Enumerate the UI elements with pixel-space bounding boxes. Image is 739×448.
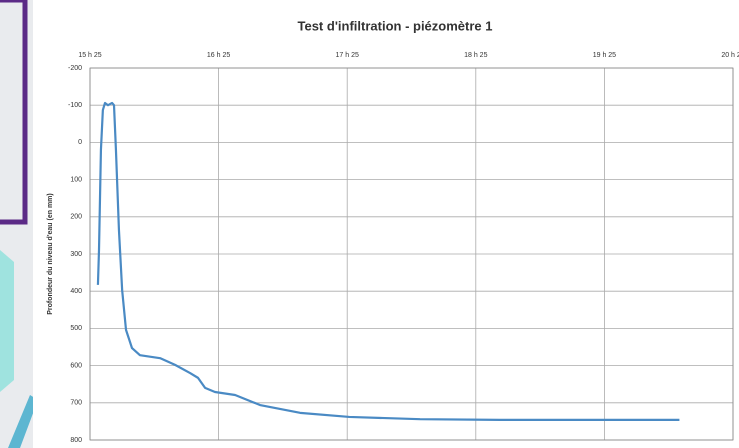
x-tick-label: 18 h 25: [464, 52, 487, 59]
decor-shape: [8, 395, 38, 448]
x-tick-label: 16 h 25: [207, 52, 230, 59]
x-tick-label: 19 h 25: [593, 52, 616, 59]
chart-area: [33, 0, 739, 448]
decor-frame: [0, 0, 28, 225]
x-tick-label: 17 h 25: [336, 52, 359, 59]
y-tick-label: 500: [70, 325, 82, 332]
y-tick-label: -100: [68, 102, 82, 109]
y-tick-label: 200: [70, 214, 82, 221]
y-tick-label: 100: [70, 176, 82, 183]
y-tick-label: 800: [70, 437, 82, 444]
data-line: [96, 101, 680, 422]
chart-title: Test d'infiltration - piézomètre 1: [298, 18, 493, 33]
y-tick-label: 400: [70, 288, 82, 295]
plot-frame: [89, 67, 734, 441]
y-axis-label: Profondeur du niveau d'eau (en mm): [47, 193, 54, 314]
x-tick-label: 15 h 25: [78, 52, 101, 59]
y-tick-label: 0: [78, 139, 82, 146]
y-tick-label: 300: [70, 251, 82, 258]
y-tick-label: -200: [68, 65, 82, 72]
decor-shape: [0, 250, 14, 392]
y-tick-label: 700: [70, 400, 82, 407]
x-tick-label: 20 h 25: [721, 52, 739, 59]
y-tick-label: 600: [70, 362, 82, 369]
